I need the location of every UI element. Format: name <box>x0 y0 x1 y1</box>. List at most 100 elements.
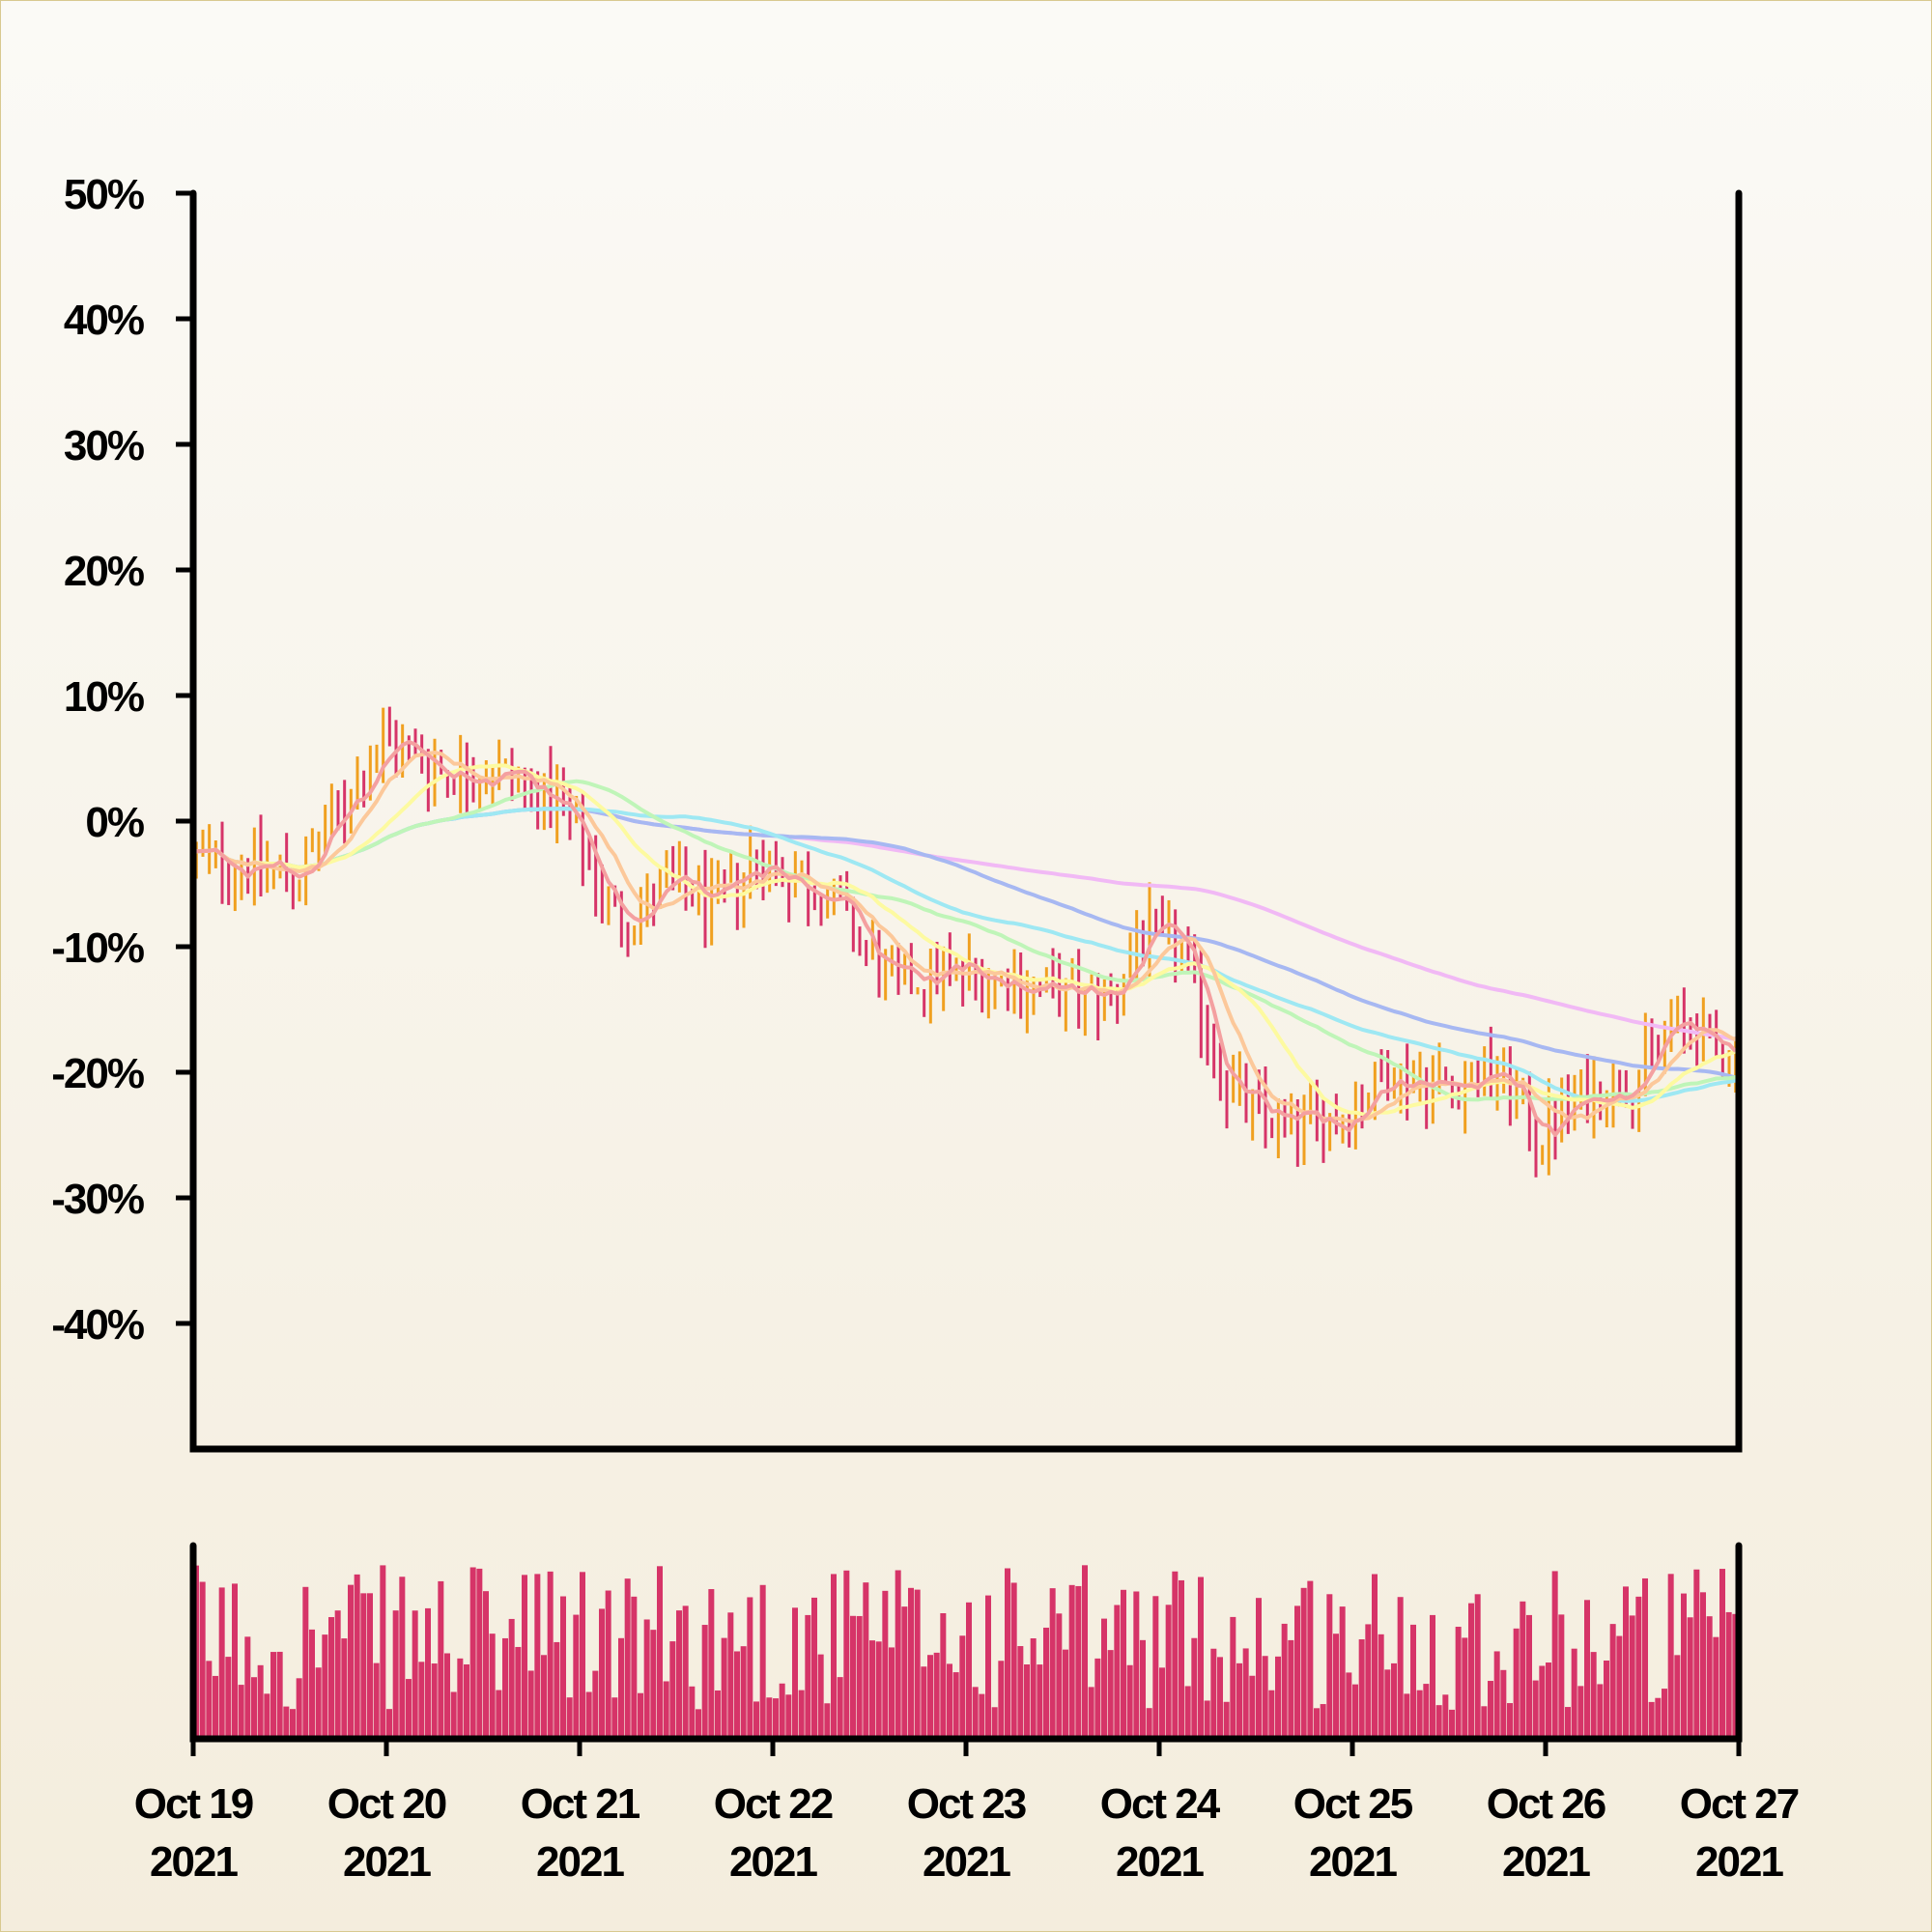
x-tick-label-year: 2021 <box>729 1838 817 1886</box>
volume-bar <box>650 1630 657 1739</box>
volume-bar <box>1140 1639 1146 1739</box>
volume-bar <box>1230 1616 1236 1739</box>
volume-bar <box>489 1634 496 1739</box>
volume-bar <box>1075 1585 1082 1739</box>
volume-bar <box>469 1567 476 1739</box>
volume-bar <box>914 1589 921 1739</box>
volume-bar <box>418 1662 425 1739</box>
volume-bar <box>1126 1664 1133 1739</box>
x-tick-label-year: 2021 <box>343 1838 431 1886</box>
y-tick-label: -30% <box>51 1176 144 1223</box>
volume-bar <box>869 1640 875 1739</box>
volume-bar <box>1017 1646 1024 1739</box>
x-tick-label-year: 2021 <box>1116 1838 1204 1886</box>
x-axis-labels: Oct 19 2021 Oct 20 2021 Oct 21 2021 Oct 22 2021… <box>134 1780 1801 1886</box>
volume-bar <box>933 1652 940 1739</box>
volume-bar <box>682 1605 689 1739</box>
volume-bar <box>1005 1568 1010 1739</box>
volume-bar <box>508 1618 515 1739</box>
volume-bar <box>901 1606 908 1739</box>
volume-bar <box>1101 1618 1107 1739</box>
volume-bar <box>290 1709 296 1739</box>
volume-bar <box>1449 1709 1455 1739</box>
volume-bar <box>1094 1658 1101 1739</box>
volume-bar <box>1152 1596 1159 1739</box>
volume-bar <box>444 1653 450 1739</box>
volume-bar <box>1236 1662 1242 1739</box>
axes <box>176 189 1743 1756</box>
y-tick-label: -20% <box>51 1050 144 1097</box>
volume-bar <box>1442 1694 1449 1739</box>
volume-bar <box>1165 1605 1172 1739</box>
volume-bar <box>773 1698 779 1739</box>
volume-bar <box>354 1574 360 1739</box>
volume-bar <box>270 1652 276 1739</box>
volume-bar <box>1500 1669 1507 1739</box>
volume-bar <box>605 1590 611 1739</box>
volume-bar <box>1520 1601 1526 1739</box>
volume-bar <box>1082 1565 1088 1739</box>
volume-bar <box>1365 1624 1372 1739</box>
volume-bar <box>747 1597 753 1739</box>
volume-bar <box>638 1692 643 1739</box>
volume-bar <box>1249 1675 1256 1739</box>
x-tick-label-year: 2021 <box>1309 1838 1397 1886</box>
volume-bar <box>1526 1614 1532 1739</box>
volume-bar <box>669 1641 676 1739</box>
volume-bar <box>515 1646 522 1739</box>
volume-bar <box>1725 1611 1732 1739</box>
volume-bar <box>386 1709 392 1739</box>
x-tick-label-year: 2021 <box>1695 1838 1783 1886</box>
volume-bar <box>657 1566 663 1739</box>
volume-bar <box>464 1663 469 1739</box>
volume-bar <box>1063 1649 1068 1739</box>
volume-bar <box>1384 1669 1391 1739</box>
volume-bar <box>232 1583 238 1739</box>
volume-bar <box>438 1580 444 1739</box>
volume-bar <box>947 1663 952 1739</box>
volume-bar <box>1204 1700 1210 1739</box>
volume-bar <box>908 1587 914 1739</box>
volume-bar <box>837 1677 843 1739</box>
volume-bar <box>1268 1690 1275 1739</box>
volume-bar <box>1191 1637 1198 1739</box>
volume-bar <box>696 1709 701 1739</box>
volume-bar <box>1372 1574 1378 1739</box>
volume-bar <box>1397 1597 1404 1739</box>
volume-bar <box>1681 1593 1687 1739</box>
volume-bar <box>618 1637 624 1739</box>
volume-bar <box>199 1581 206 1739</box>
volume-bar <box>895 1570 901 1739</box>
volume-bar <box>1088 1687 1094 1739</box>
volume-bars <box>193 1565 1739 1739</box>
volume-bar <box>283 1706 290 1739</box>
volume-bar <box>296 1678 302 1739</box>
volume-bar <box>689 1686 696 1739</box>
moving-average-line <box>196 807 1737 1080</box>
volume-bar <box>940 1613 947 1739</box>
volume-bar <box>1114 1605 1121 1739</box>
volume-bar <box>850 1615 856 1739</box>
volume-bar <box>1532 1680 1539 1739</box>
volume-bar <box>1488 1681 1493 1739</box>
volume-bar <box>863 1582 869 1739</box>
volume-bar <box>225 1657 232 1739</box>
volume-bar <box>798 1690 805 1739</box>
y-tick-label: 50% <box>64 171 144 218</box>
volume-bar <box>1706 1616 1713 1739</box>
volume-bar <box>1198 1577 1204 1739</box>
volume-bar <box>483 1591 489 1739</box>
y-tick-label: 20% <box>64 548 144 595</box>
volume-bar <box>1493 1651 1500 1739</box>
x-tick-label-year: 2021 <box>1502 1838 1590 1886</box>
volume-bar <box>1455 1627 1462 1739</box>
volume-bar <box>238 1685 244 1739</box>
y-tick-label: 10% <box>64 673 144 721</box>
volume-bar <box>843 1570 850 1739</box>
volume-bar <box>1642 1577 1648 1739</box>
volume-bar <box>1551 1571 1558 1739</box>
volume-bar <box>1435 1705 1442 1739</box>
volume-bar <box>1056 1613 1063 1739</box>
volume-bar <box>889 1647 895 1739</box>
y-tick-label: 30% <box>64 422 144 469</box>
